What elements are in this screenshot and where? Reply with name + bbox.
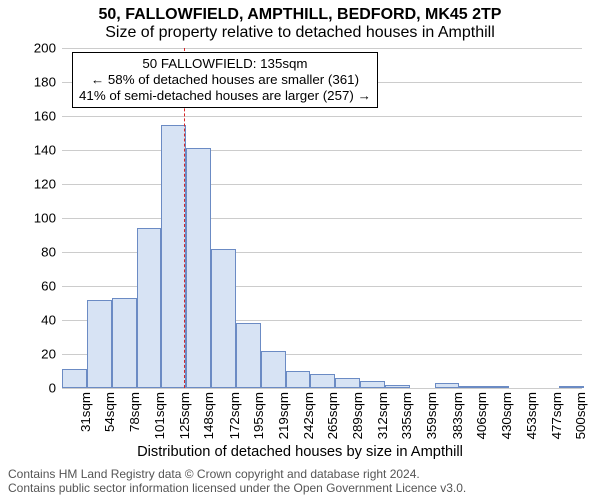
x-tick-label: 78sqm: [127, 392, 142, 432]
histogram-bar: [335, 378, 360, 388]
x-tick-label: 172sqm: [227, 392, 242, 439]
x-tick-label: 312sqm: [375, 392, 390, 439]
annotation-box: 50 FALLOWFIELD: 135sqm ← 58% of detached…: [72, 52, 378, 108]
histogram-bar: [435, 383, 460, 388]
histogram-bar: [236, 323, 261, 388]
gridline: [62, 184, 582, 185]
x-tick-label: 242sqm: [301, 392, 316, 439]
x-tick-label: 101sqm: [152, 392, 167, 439]
y-tick-label: 0: [49, 381, 56, 396]
x-tick-label: 148sqm: [201, 392, 216, 439]
histogram-plot: 02040608010012014016018020031sqm54sqm78s…: [62, 48, 582, 389]
x-tick-label: 289sqm: [350, 392, 365, 439]
x-tick-label: 406sqm: [474, 392, 489, 439]
histogram-bar: [87, 300, 112, 388]
y-tick-label: 160: [34, 109, 56, 124]
gridline: [62, 150, 582, 151]
histogram-bar: [310, 374, 335, 388]
page-subtitle: Size of property relative to detached ho…: [0, 24, 600, 42]
y-tick-label: 20: [41, 347, 56, 362]
y-tick-label: 200: [34, 41, 56, 56]
x-tick-label: 359sqm: [424, 392, 439, 439]
y-tick-label: 140: [34, 143, 56, 158]
histogram-bar: [186, 148, 211, 388]
y-tick-label: 80: [41, 245, 56, 260]
x-tick-label: 54sqm: [102, 392, 117, 432]
y-tick-label: 40: [41, 313, 56, 328]
x-tick-label: 335sqm: [399, 392, 414, 439]
histogram-bar: [360, 381, 385, 388]
y-tick-label: 100: [34, 211, 56, 226]
annotation-line: 50 FALLOWFIELD: 135sqm: [79, 56, 371, 72]
footer-attribution: Contains HM Land Registry data © Crown c…: [8, 468, 466, 496]
y-tick-label: 60: [41, 279, 56, 294]
x-tick-label: 219sqm: [276, 392, 291, 439]
x-tick-label: 31sqm: [78, 392, 93, 432]
x-tick-label: 265sqm: [325, 392, 340, 439]
histogram-bar: [459, 386, 484, 388]
annotation-line: ← 58% of detached houses are smaller (36…: [79, 72, 371, 88]
x-tick-label: 383sqm: [450, 392, 465, 439]
y-tick-label: 120: [34, 177, 56, 192]
histogram-bar: [161, 125, 186, 389]
x-tick-label: 500sqm: [573, 392, 588, 439]
page-title: 50, FALLOWFIELD, AMPTHILL, BEDFORD, MK45…: [0, 6, 600, 24]
histogram-bar: [62, 369, 87, 388]
histogram-bar: [559, 386, 584, 388]
histogram-bar: [261, 351, 286, 388]
histogram-bar: [385, 385, 410, 388]
x-tick-label: 125sqm: [177, 392, 192, 439]
gridline: [62, 48, 582, 49]
histogram-bar: [484, 386, 509, 388]
x-tick-label: 430sqm: [499, 392, 514, 439]
gridline: [62, 388, 582, 389]
footer-line: Contains public sector information licen…: [8, 482, 466, 496]
x-axis-label: Distribution of detached houses by size …: [0, 444, 600, 460]
x-tick-label: 477sqm: [549, 392, 564, 439]
gridline: [62, 116, 582, 117]
gridline: [62, 218, 582, 219]
footer-line: Contains HM Land Registry data © Crown c…: [8, 468, 466, 482]
histogram-bar: [286, 371, 311, 388]
y-tick-label: 180: [34, 75, 56, 90]
histogram-bar: [137, 228, 162, 388]
x-tick-label: 453sqm: [524, 392, 539, 439]
x-tick-label: 195sqm: [251, 392, 266, 439]
histogram-bar: [211, 249, 236, 388]
histogram-bar: [112, 298, 137, 388]
annotation-line: 41% of semi-detached houses are larger (…: [79, 88, 371, 104]
